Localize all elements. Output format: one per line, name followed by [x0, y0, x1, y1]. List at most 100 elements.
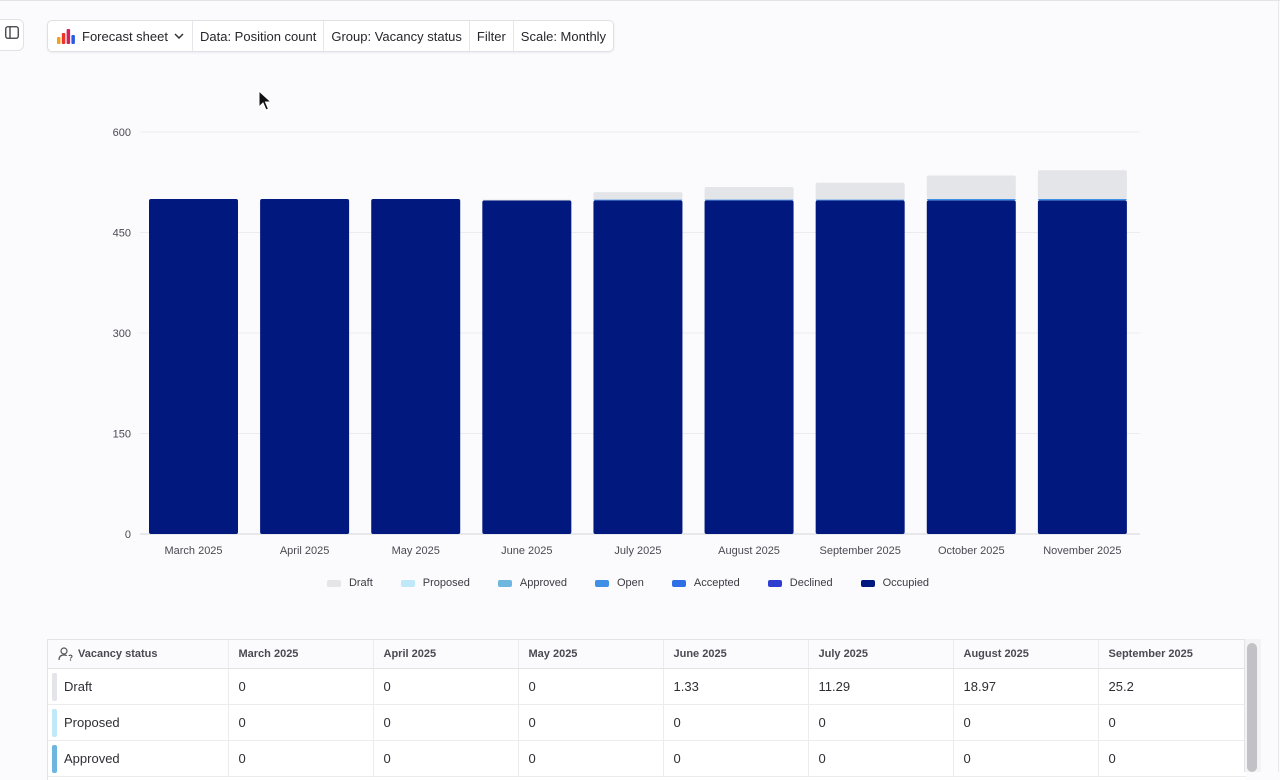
scale-selector-button[interactable]: Scale: Monthly	[512, 21, 613, 51]
legend-label: Occupied	[882, 577, 930, 589]
bar-stack[interactable]	[1037, 170, 1127, 534]
x-tick-label: July 2025	[614, 545, 661, 557]
x-tick-label: June 2025	[501, 545, 552, 557]
bar-segment-occupied[interactable]	[260, 199, 350, 534]
column-header-vacancy-status[interactable]: Vacancy status	[48, 640, 229, 669]
bar-stack[interactable]	[704, 186, 794, 534]
bar-segment-draft[interactable]	[815, 182, 905, 200]
bar-segment-open[interactable]	[593, 199, 683, 201]
x-tick-label: April 2025	[280, 545, 330, 557]
top-border	[0, 0, 1280, 1]
table-cell[interactable]: 1.33	[663, 668, 809, 705]
bar-segment-draft[interactable]	[704, 186, 794, 200]
table-cell[interactable]: 0	[228, 668, 374, 705]
bar-stack[interactable]	[260, 199, 350, 534]
table-row[interactable]: Proposed 0 0 0 0 0 0 0	[48, 704, 1246, 741]
column-header[interactable]: June 2025	[663, 640, 809, 669]
x-tick-label: November 2025	[1043, 545, 1121, 557]
table-row[interactable]: Approved 0 0 0 0 0 0 0	[48, 740, 1246, 777]
right-border	[1278, 0, 1279, 772]
table-cell[interactable]: 0	[518, 704, 664, 741]
sidebar-toggle-button[interactable]	[0, 19, 24, 51]
mouse-pointer-icon	[258, 89, 273, 117]
table-cell[interactable]: 0	[1098, 740, 1246, 777]
legend-label: Declined	[789, 577, 833, 589]
table-cell[interactable]: 0	[808, 704, 954, 741]
column-header[interactable]: July 2025	[808, 640, 954, 669]
table-cell[interactable]: 0	[373, 704, 519, 741]
bar-segment-occupied[interactable]	[371, 199, 461, 534]
table-cell[interactable]: 0	[808, 740, 954, 777]
table-cell[interactable]: 0	[953, 704, 1099, 741]
filter-button[interactable]: Filter	[468, 21, 513, 51]
x-tick-label: May 2025	[392, 545, 440, 557]
stacked-bar-chart: 0 150 300 450 600 March 2025 April 2025 May 202…	[113, 127, 1140, 557]
data-selector-button[interactable]: Data: Position count	[192, 21, 323, 51]
table-cell[interactable]: 0	[228, 740, 374, 777]
table-cell[interactable]: 0	[953, 740, 1099, 777]
legend-item-proposed[interactable]: Proposed	[400, 577, 470, 589]
column-header[interactable]: August 2025	[953, 640, 1099, 669]
legend-swatch	[326, 579, 341, 587]
bar-segment-open[interactable]	[704, 199, 794, 201]
x-tick-label: October 2025	[938, 545, 1005, 557]
bar-segment-draft[interactable]	[593, 192, 683, 200]
bar-segment-occupied[interactable]	[1037, 200, 1127, 534]
row-label-cell: Approved	[48, 740, 229, 777]
bar-segment-occupied[interactable]	[704, 200, 794, 534]
column-header[interactable]: May 2025	[518, 640, 664, 669]
table-cell[interactable]: 0	[1098, 704, 1246, 741]
legend-swatch	[767, 579, 782, 587]
table-cell[interactable]: 0	[373, 740, 519, 777]
table-cell[interactable]: 0	[228, 704, 374, 741]
y-tick-label: 150	[113, 429, 131, 441]
table-cell[interactable]: 11.29	[808, 668, 954, 705]
legend-item-approved[interactable]: Approved	[497, 577, 567, 589]
x-tick-label: August 2025	[718, 545, 780, 557]
bar-stack[interactable]	[593, 192, 683, 534]
legend-item-open[interactable]: Open	[594, 577, 644, 589]
legend-item-draft[interactable]: Draft	[326, 577, 373, 589]
column-header-label: Vacancy status	[78, 648, 158, 660]
row-label: Proposed	[64, 715, 120, 730]
table-row[interactable]: Draft 0 0 0 1.33 11.29 18.97 25.2	[48, 668, 1246, 705]
bar-segment-occupied[interactable]	[149, 199, 238, 534]
bar-stack[interactable]	[926, 175, 1016, 534]
table-cell[interactable]: 0	[518, 740, 664, 777]
table-cell[interactable]: 0	[518, 668, 664, 705]
bar-stack[interactable]	[371, 199, 461, 534]
table-cell[interactable]: 0	[373, 668, 519, 705]
column-header[interactable]: September 2025	[1098, 640, 1246, 669]
legend-label: Proposed	[422, 577, 470, 589]
bar-segment-occupied[interactable]	[482, 200, 572, 534]
bar-segment-open[interactable]	[926, 199, 1016, 201]
series-color-indicator	[52, 672, 57, 701]
bar-segment-open[interactable]	[1037, 199, 1127, 201]
bar-segment-draft[interactable]	[482, 199, 572, 201]
person-question-icon	[58, 647, 73, 661]
table-cell[interactable]: 25.2	[1098, 668, 1246, 705]
group-selector-button[interactable]: Group: Vacancy status	[323, 21, 469, 51]
legend-swatch	[594, 579, 609, 587]
bar-segment-occupied[interactable]	[815, 200, 905, 534]
legend-item-accepted[interactable]: Accepted	[671, 577, 740, 589]
bar-segment-open[interactable]	[815, 199, 905, 201]
bar-stack[interactable]	[815, 182, 905, 534]
legend-item-declined[interactable]: Declined	[767, 577, 833, 589]
legend-item-occupied[interactable]: Occupied	[860, 577, 930, 589]
bar-stack[interactable]	[482, 199, 572, 534]
bar-segment-occupied[interactable]	[926, 200, 1016, 534]
bar-segment-draft[interactable]	[926, 175, 1016, 199]
table-cell[interactable]: 0	[663, 740, 809, 777]
table-cell[interactable]: 0	[663, 704, 809, 741]
bar-segment-occupied[interactable]	[593, 200, 683, 534]
sheet-selector[interactable]: Forecast sheet	[48, 21, 192, 51]
table-scrollbar-thumb[interactable]	[1247, 643, 1257, 772]
column-header[interactable]: March 2025	[228, 640, 374, 669]
bar-segment-draft[interactable]	[1037, 170, 1127, 199]
bar-stack[interactable]	[149, 199, 238, 534]
table-cell[interactable]: 18.97	[953, 668, 1099, 705]
table-header-row: Vacancy status March 2025 April 2025 May 2…	[48, 640, 1246, 669]
x-tick-label: March 2025	[164, 545, 222, 557]
column-header[interactable]: April 2025	[373, 640, 519, 669]
